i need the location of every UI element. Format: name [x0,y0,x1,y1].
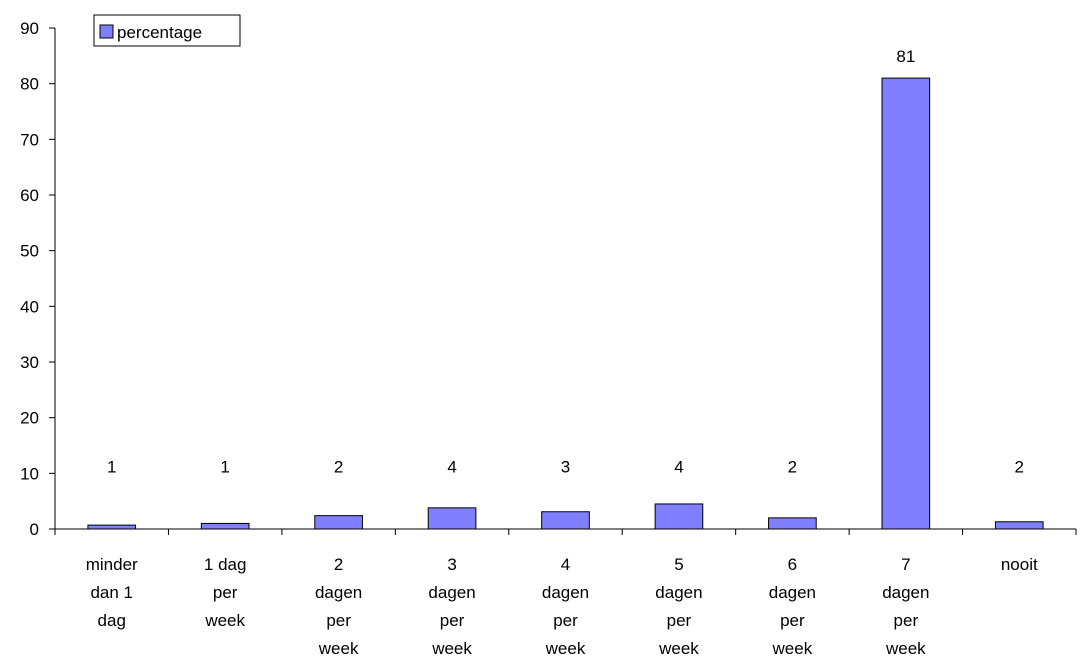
y-tick-label: 10 [20,464,39,483]
x-category-label: minder dan 1 dag [86,555,138,630]
x-category-label: 3 dagen per week [428,555,475,658]
x-category-label: 5 dagen per week [655,555,702,658]
x-category-label: nooit [1001,555,1038,574]
y-tick-label: 30 [20,353,39,372]
y-tick-label: 70 [20,130,39,149]
x-category-label: 2 dagen per week [315,555,362,658]
bar [768,517,817,530]
bar [994,521,1044,530]
y-axis: 0 10 20 30 40 50 60 70 80 90 [20,19,56,539]
legend-label: percentage [117,23,202,42]
x-category-label: 1 dag per week [204,555,247,630]
bar [881,77,931,530]
x-axis: minder dan 1 dag 1 dag per week 2 dagen per week 3… [54,528,1077,658]
x-category-label: 6 dagen per week [769,555,816,658]
y-tick-label: 0 [30,520,39,539]
bar-value-label: 4 [674,457,683,476]
legend-box [93,14,241,47]
bar-value-label: 1 [107,457,116,476]
y-tick-label: 40 [20,297,39,316]
x-category-label: 4 dagen per week [542,555,589,658]
legend-swatch [99,24,114,39]
y-tick-label: 80 [20,75,39,94]
bar [87,524,137,530]
bar [427,507,477,530]
bar [200,522,250,530]
y-tick-label: 50 [20,242,39,261]
bar-value-label: 4 [447,457,456,476]
bar-value-label: 1 [220,457,229,476]
y-tick-label: 90 [20,19,39,38]
bar [541,511,590,530]
bars [87,77,1044,530]
y-tick-label: 60 [20,186,39,205]
bar-value-label: 2 [334,457,343,476]
bar [314,515,363,530]
y-tick-label: 20 [20,409,39,428]
legend: percentage [93,14,241,47]
bar-value-label: 3 [561,457,570,476]
bar [654,503,704,530]
x-category-label: 7 dagen per week [882,555,929,658]
bar-value-label: 81 [896,47,915,66]
bar-value-label: 2 [1015,457,1024,476]
bar-value-label: 2 [788,457,797,476]
